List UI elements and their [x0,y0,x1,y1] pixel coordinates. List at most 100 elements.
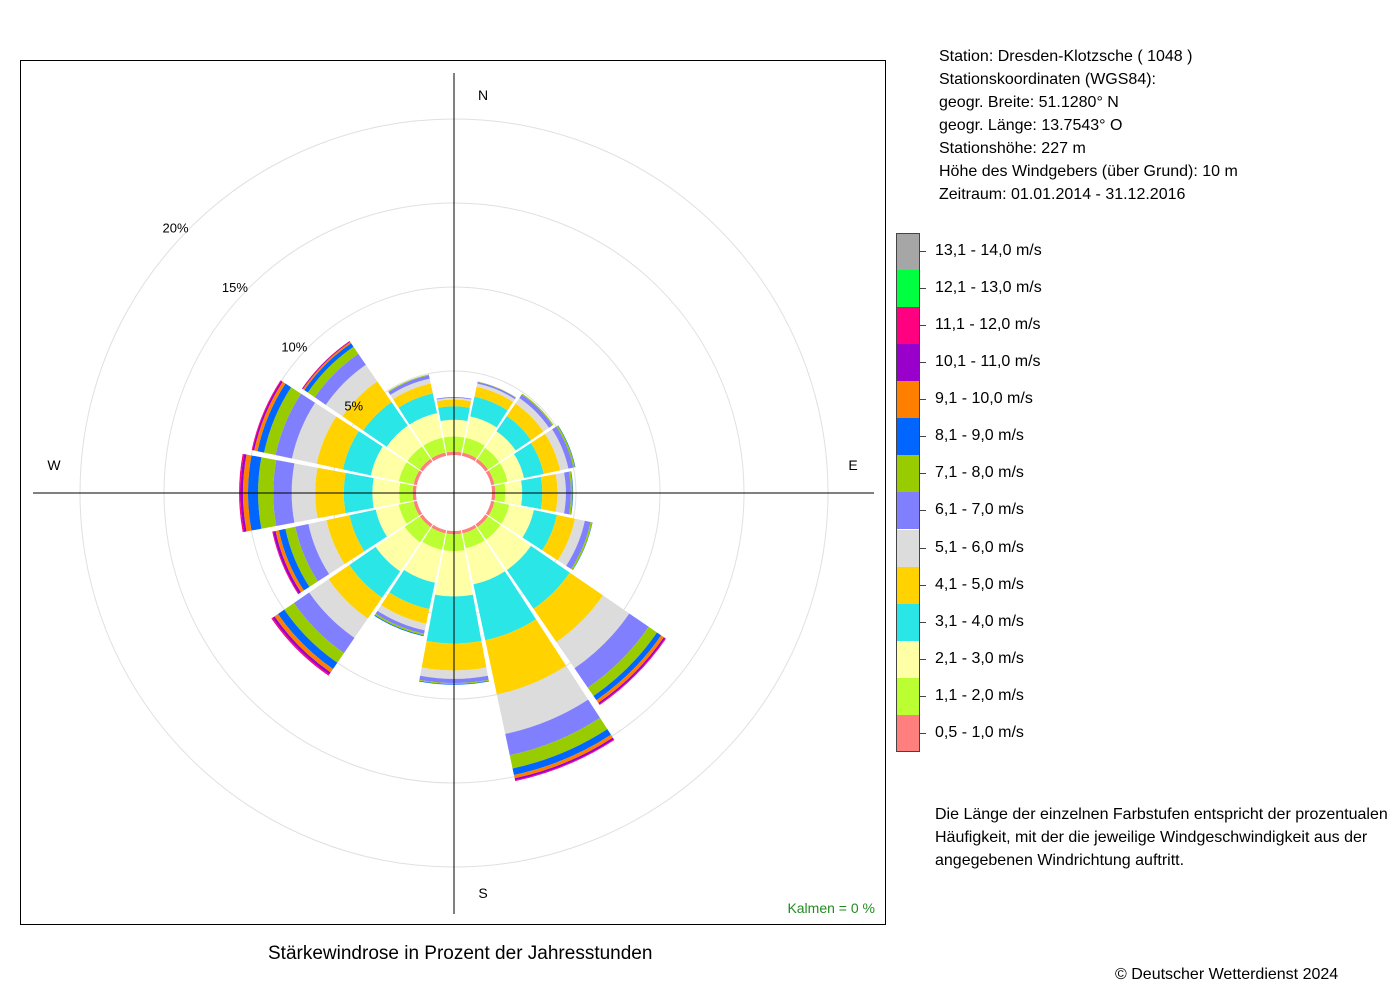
radial-tick-label: 20% [163,221,189,236]
legend-tick [920,436,926,438]
sector-nw-class-1 [419,458,433,472]
sector-wnw-class-8 [264,387,301,456]
legend-swatch [896,603,920,641]
sector-wnw-class-3 [370,446,407,482]
legend-tick [920,362,926,364]
sector-no-class-3 [485,431,516,462]
sector-wsw-class-1 [413,500,423,516]
sector-wsw-class-4 [349,509,387,552]
sector-sso-class-1 [461,524,477,534]
sector-ono-class-6 [545,429,569,471]
sector-nno-class-2 [462,437,485,459]
sector-no-class-6 [515,397,550,432]
legend-label: 11,1 - 12,0 m/s [935,316,1041,334]
sector-nno-class-3 [465,416,497,446]
station-longitude: geogr. Länge: 13.7543° O [939,117,1123,134]
legend-tick [920,251,926,252]
legend-swatch [896,307,920,345]
legend-swatch [896,529,920,567]
legend-item: 8,1 - 9,0 m/s [896,418,1196,456]
note-line-1: Die Länge der einzelnen Farbstufen entsp… [935,806,1388,823]
sector-nw-class-4 [363,402,408,447]
sector-sw-class-9 [277,609,338,670]
sector-so-class-6 [556,595,630,669]
sector-no-class-1 [475,458,489,472]
legend-tick [920,473,926,475]
sector-oso-class-7 [566,520,591,570]
sector-nw-class-7 [314,353,366,405]
sector-oso-class-6 [557,518,585,566]
sector-nnw-class-8 [388,374,429,393]
sector-sso-class-3 [465,540,505,585]
sector-sso-class-6 [496,665,589,734]
legend-item: 10,1 - 11,0 m/s [896,344,1196,382]
chart-title: Stärkewindrose in Prozent der Jahresstun… [268,943,653,964]
note-line-3: angegebenen Windrichtung auftritt. [935,852,1185,869]
legend-label: 6,1 - 7,0 m/s [935,501,1024,519]
sector-nnw-class-1 [431,452,447,462]
sector-oso-class-2 [488,501,510,524]
legend-item: 13,1 - 14,0 m/s [896,233,1196,270]
legend-tick [920,325,926,327]
sector-nno-class-1 [461,452,477,462]
legend-tick [920,621,926,623]
sector-nnw-class-7 [388,375,430,395]
sector-wnw-class-4 [342,431,383,476]
legend-label: 10,1 - 11,0 m/s [935,353,1041,371]
sector-ono-class-7 [552,426,574,469]
sector-wsw-class-2 [398,501,420,524]
legend-item: 11,1 - 12,0 m/s [896,307,1196,345]
note-line-2: Häufigkeit, mit der die jeweilige Windge… [935,829,1368,846]
legend-label: 7,1 - 8,0 m/s [935,464,1024,482]
radial-tick-label: 10% [281,339,307,354]
sector-sso-class-5 [485,619,567,695]
sector-wnw-class-7 [275,393,316,459]
sector-no-class-2 [477,447,500,470]
sector-wnw-class-2 [398,462,420,485]
sector-so-class-2 [477,516,501,540]
sector-wsw-class-11 [273,530,301,594]
sector-oso-class-4 [522,509,557,551]
sector-so-class-7 [574,613,649,688]
sector-nnw-class-3 [409,413,443,446]
copyright: © Deutscher Wetterdienst 2024 [1115,966,1339,983]
legend-label: 1,1 - 2,0 m/s [935,686,1024,704]
sector-s-class-9 [419,680,489,685]
legend-swatch [896,492,920,530]
sector-nw-class-8 [307,346,359,398]
legend-tick [920,658,926,660]
sector-sw-class-7 [293,592,355,654]
legend-item: 9,1 - 10,0 m/s [896,381,1196,419]
compass-label-n: N [478,87,488,103]
sector-sw-class-5 [328,564,383,619]
legend-label: 12,1 - 13,0 m/s [935,279,1042,297]
legend-label: 0,5 - 1,0 m/s [935,723,1024,741]
legend-label: 13,1 - 14,0 m/s [935,242,1042,259]
legend-label: 4,1 - 5,0 m/s [935,575,1024,593]
sector-ssw-class-3 [404,541,442,583]
sector-wnw-class-1 [413,470,423,486]
sector-so-class-8 [587,626,657,696]
sector-no-class-8 [521,393,554,426]
sector-so-class-4 [506,545,570,609]
sector-sso-class-2 [462,527,485,549]
sector-sw-class-11 [272,616,331,675]
wind-sectors [239,340,666,782]
sector-oso-class-3 [501,504,534,538]
sector-ssw-class-7 [375,610,425,634]
legend-item: 4,1 - 5,0 m/s [896,566,1196,604]
sector-nno-class-4 [470,396,508,428]
sector-nw-class-2 [407,446,431,470]
legend-swatch [896,344,920,382]
sector-oso-class-8 [571,522,593,570]
sector-sso-class-7 [505,699,601,756]
legend-tick [920,288,926,290]
sector-nw-class-6 [325,364,378,417]
sector-ssw-class-1 [431,524,447,534]
legend-label: 2,1 - 3,0 m/s [935,649,1024,667]
legend-item: 12,1 - 13,0 m/s [896,270,1196,308]
legend-item: 3,1 - 4,0 m/s [896,603,1196,641]
legend-tick [920,399,926,401]
compass-label-e: E [848,457,857,473]
sector-sw-class-4 [349,546,401,598]
